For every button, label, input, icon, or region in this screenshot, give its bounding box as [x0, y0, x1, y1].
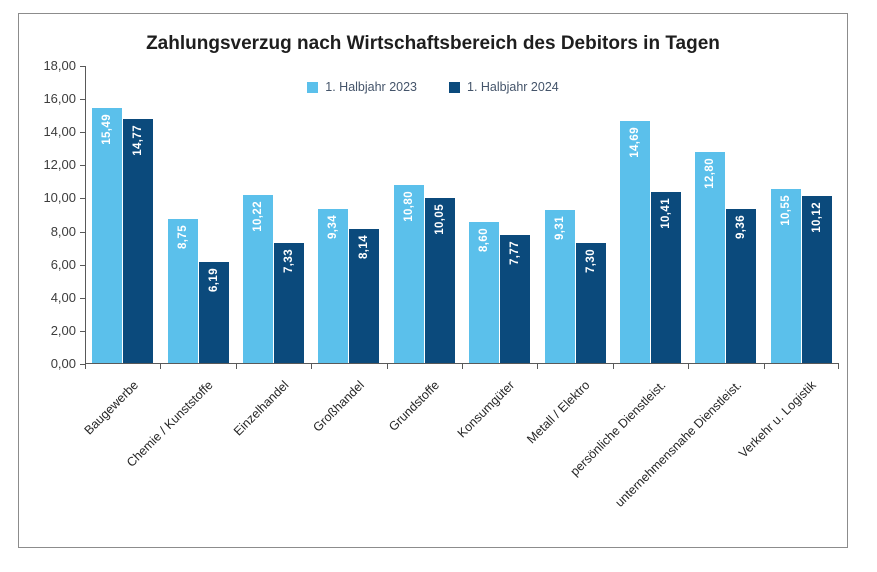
bar-h1-2024: 14,77 [123, 119, 154, 364]
x-axis-category-label: Metall / Elektro [524, 378, 594, 447]
bar-h1-2023: 10,80 [393, 185, 424, 364]
bar-value-label: 9,36 [735, 215, 748, 240]
y-axis-tick [80, 99, 85, 101]
x-axis-tick [311, 364, 313, 369]
bar-value-label: 8,14 [358, 235, 371, 260]
y-axis-tick-label: 14,00 [43, 124, 76, 140]
bar-h1-2023: 10,22 [243, 194, 273, 364]
y-axis-tick [80, 364, 85, 365]
y-axis-tick-label: 12,00 [43, 157, 76, 173]
bar-h1-2023: 8,60 [469, 221, 500, 364]
legend-label-2024: 1. Halbjahr 2024 [467, 80, 559, 94]
legend-swatch-2023 [307, 81, 319, 93]
x-axis-category-label: Großhandel [310, 378, 367, 435]
bar-value-label: 10,55 [779, 195, 792, 227]
x-axis-tick [688, 364, 690, 369]
y-axis-tick [80, 198, 85, 200]
bar-h1-2023: 10,55 [770, 189, 801, 364]
bar-value-label: 7,33 [283, 248, 295, 273]
plot-area: 15,49 14,77 8,75 6,19 10,22 7,33 9,34 8,14 10,80… [80, 66, 839, 369]
x-axis-tick [462, 364, 463, 369]
y-axis-tick [80, 264, 85, 266]
y-axis-tick [80, 66, 85, 67]
bar-value-label: 10,22 [252, 200, 264, 232]
bar-value-label: 14,69 [629, 126, 641, 158]
bar-h1-2023: 14,69 [620, 120, 650, 364]
x-axis-tick [235, 364, 237, 369]
y-axis-tick [80, 132, 85, 134]
bar-h1-2024: 8,14 [349, 229, 380, 364]
bar-h1-2024: 7,30 [575, 243, 606, 364]
x-axis-category-label: Chemie / Kunststoffe [124, 378, 217, 470]
bar-value-label: 9,34 [327, 215, 340, 240]
bar-h1-2023: 8,75 [167, 219, 198, 364]
bar-value-label: 15,49 [101, 113, 114, 145]
y-axis-tick-label: 18,00 [43, 58, 76, 73]
bar-value-label: 10,80 [402, 191, 415, 222]
y-axis-tick-label: 4,00 [50, 289, 76, 305]
bar-h1-2024: 7,33 [274, 242, 304, 364]
y-axis-line [85, 66, 86, 364]
x-axis-tick [85, 364, 86, 369]
bar-h1-2024: 7,77 [500, 235, 531, 364]
legend: 1. Halbjahr 2023 1. Halbjahr 2024 [19, 80, 847, 94]
x-axis-tick [537, 364, 539, 369]
bar-value-label: 8,75 [176, 225, 189, 250]
bar-value-label: 8,60 [478, 227, 491, 252]
y-axis-tick-label: 0,00 [50, 356, 76, 371]
x-axis-tick [386, 364, 388, 369]
x-axis-category-label: Baugewerbe [81, 378, 141, 438]
chart-title: Zahlungsverzug nach Wirtschaftsbereich d… [146, 33, 720, 54]
bar-value-label: 6,19 [207, 267, 220, 292]
x-axis-category-label: Verkehr u. Logistik [736, 378, 820, 461]
bar-value-label: 10,12 [810, 202, 823, 234]
x-axis-tick [160, 364, 162, 369]
bar-h1-2024: 10,05 [424, 197, 455, 364]
x-axis-category-label: unternehmensnahe Dienstleist. [612, 378, 744, 510]
bar-h1-2024: 10,41 [651, 191, 681, 364]
bar-h1-2024: 9,36 [726, 209, 757, 364]
legend-item-2024: 1. Halbjahr 2024 [449, 80, 559, 94]
bar-h1-2023: 12,80 [695, 152, 726, 364]
x-axis-category-label: Grundstoffe [386, 378, 443, 434]
bar-h1-2024: 10,12 [801, 196, 832, 364]
y-axis-tick [80, 330, 85, 332]
bar-value-label: 10,41 [660, 197, 672, 229]
y-axis-tick [80, 165, 85, 167]
bar-h1-2023: 9,31 [544, 209, 575, 364]
y-axis-tick-label: 10,00 [43, 190, 76, 206]
y-axis-tick [80, 231, 85, 233]
y-axis-tick-label: 16,00 [43, 91, 76, 107]
bar-value-label: 12,80 [704, 158, 717, 189]
x-axis-tick [838, 364, 839, 369]
y-axis-tick [80, 297, 85, 299]
y-axis-tick-label: 8,00 [50, 223, 76, 239]
legend-label-2023: 1. Halbjahr 2023 [325, 80, 417, 94]
x-axis-tick [763, 364, 765, 369]
x-axis-line [85, 363, 839, 364]
bar-value-label: 7,30 [584, 249, 597, 274]
legend-item-2023: 1. Halbjahr 2023 [307, 80, 417, 94]
bar-value-label: 7,77 [509, 241, 522, 266]
chart-container: Zahlungsverzug nach Wirtschaftsbereich d… [18, 13, 848, 548]
bar-value-label: 9,31 [553, 215, 566, 240]
y-axis-tick-label: 2,00 [50, 322, 76, 338]
bar-h1-2024: 6,19 [198, 261, 229, 364]
x-axis-category-label: Einzelhandel [230, 378, 292, 439]
x-axis-tick [612, 364, 614, 369]
x-axis-category-label: Konsumgüter [455, 378, 518, 441]
y-axis-tick-label: 6,00 [50, 256, 76, 272]
bar-h1-2023: 15,49 [92, 107, 123, 364]
bar-value-label: 14,77 [132, 125, 145, 157]
legend-swatch-2024 [449, 81, 460, 93]
bar-h1-2023: 9,34 [318, 209, 349, 364]
bar-value-label: 10,05 [433, 203, 446, 235]
